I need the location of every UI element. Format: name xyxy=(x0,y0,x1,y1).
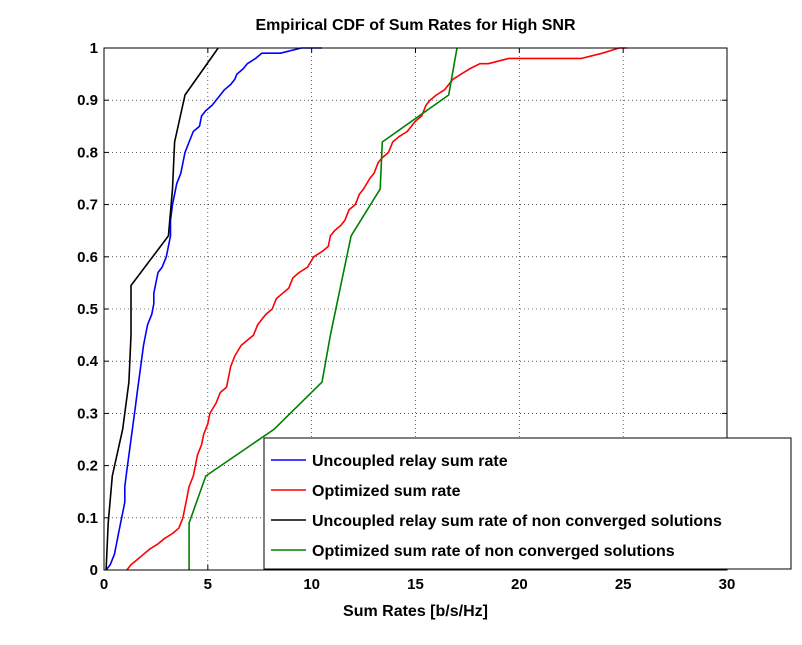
legend-label: Uncoupled relay sum rate of non converge… xyxy=(312,513,722,530)
y-tick-label: 0.6 xyxy=(77,249,98,266)
x-tick-label: 15 xyxy=(407,576,424,593)
chart-title: Empirical CDF of Sum Rates for High SNR xyxy=(255,17,575,34)
legend-box xyxy=(263,437,792,570)
y-tick-label: 1 xyxy=(90,40,98,57)
y-tick-label: 0.2 xyxy=(77,458,98,475)
x-tick-label: 5 xyxy=(204,576,212,593)
series-line-optimized-sum-rate-of-non-converged-solutions xyxy=(188,47,458,570)
x-axis-label: Sum Rates [b/s/Hz] xyxy=(343,603,488,620)
y-tick-label: 0.7 xyxy=(77,197,98,214)
legend: Uncoupled relay sum rate Optimized sum ra… xyxy=(263,437,792,570)
x-tick-label: 30 xyxy=(719,576,736,593)
y-tick-label: 0 xyxy=(90,562,98,579)
legend-label: Optimized sum rate of non converged solu… xyxy=(312,543,675,560)
x-tick-label: 20 xyxy=(511,576,528,593)
legend-label: Optimized sum rate xyxy=(312,483,461,500)
series-line-uncoupled-relay-sum-rate-of-non-converged-solutions xyxy=(105,47,219,571)
x-tick-label: 25 xyxy=(615,576,632,593)
series-line-optimized-sum-rate xyxy=(126,47,628,571)
x-tick-label: 10 xyxy=(303,576,320,593)
legend-label: Uncoupled relay sum rate xyxy=(312,453,508,470)
y-tick-label: 0.9 xyxy=(77,92,98,109)
x-tick-label: 0 xyxy=(100,576,108,593)
y-tick-label: 0.4 xyxy=(77,353,99,370)
y-tick-label: 0.5 xyxy=(77,301,98,318)
y-tick-label: 0.1 xyxy=(77,510,98,527)
y-tick-label: 0.3 xyxy=(77,405,98,422)
y-tick-label: 0.8 xyxy=(77,144,98,161)
series-line-uncoupled-relay-sum-rate xyxy=(105,47,322,571)
